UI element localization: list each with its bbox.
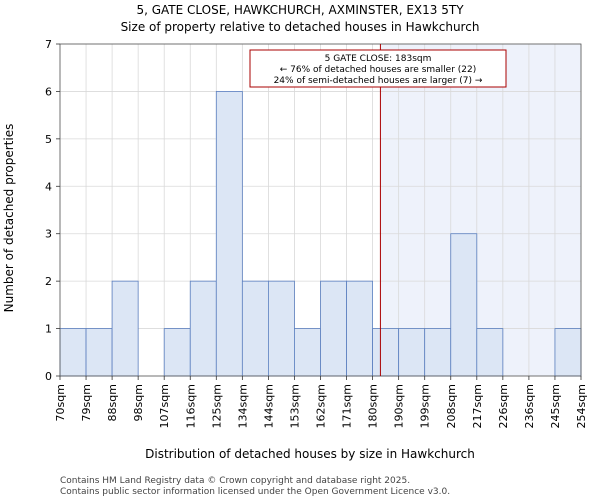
larger-region-shade	[380, 44, 581, 376]
annotation-line-3: 24% of semi-detached houses are larger (…	[274, 76, 483, 86]
bar	[294, 328, 321, 377]
bar	[59, 328, 87, 377]
bar	[85, 328, 113, 377]
x-tick-label: 236sqm	[523, 384, 536, 428]
x-tick-label: 190sqm	[393, 384, 406, 428]
bar	[346, 280, 373, 377]
x-tick-label: 226sqm	[497, 384, 510, 428]
y-tick-label: 2	[45, 275, 52, 288]
x-tick-label: 199sqm	[419, 384, 432, 428]
annotation-line-2: ← 76% of detached houses are smaller (22…	[280, 65, 477, 75]
annotation-frame	[249, 49, 507, 88]
bar	[320, 280, 347, 377]
y-tick-label: 5	[45, 133, 52, 146]
x-tick-label: 217sqm	[471, 384, 484, 428]
bar	[111, 280, 139, 377]
x-axis-label: Distribution of detached houses by size …	[145, 447, 475, 461]
y-tick-label: 6	[45, 85, 52, 98]
chart-title: 5, GATE CLOSE, HAWKCHURCH, AXMINSTER, EX…	[136, 3, 464, 17]
y-tick-label: 0	[45, 370, 52, 383]
bar	[267, 280, 295, 377]
x-tick-label: 79sqm	[80, 384, 93, 421]
x-tick-label: 125sqm	[210, 384, 223, 428]
x-tick-label: 208sqm	[445, 384, 458, 428]
bar	[241, 280, 269, 377]
x-tick-label: 162sqm	[315, 384, 328, 428]
bar	[476, 328, 504, 377]
x-tick-label: 245sqm	[549, 384, 562, 428]
x-tick-label: 134sqm	[236, 384, 249, 428]
x-tick-label: 88sqm	[106, 384, 119, 421]
bar	[398, 328, 426, 377]
x-tick-label: 254sqm	[575, 384, 588, 428]
annotation-line-1: 5 GATE CLOSE: 183sqm	[325, 54, 432, 64]
x-tick-label: 171sqm	[341, 384, 354, 428]
bar	[189, 280, 217, 377]
y-axis-label: Number of detached properties	[2, 124, 16, 313]
bar	[554, 328, 582, 377]
x-tick-label: 98sqm	[132, 384, 145, 421]
x-tick-label: 70sqm	[54, 384, 67, 421]
y-tick-label: 7	[45, 38, 52, 51]
y-tick-label: 1	[45, 323, 52, 336]
bar	[163, 328, 191, 377]
x-tick-label: 107sqm	[158, 384, 171, 428]
bar	[450, 233, 478, 377]
footer-line-2: Contains public sector information licen…	[60, 487, 450, 497]
x-tick-label: 180sqm	[367, 384, 380, 428]
footer-line-1: Contains HM Land Registry data © Crown c…	[60, 476, 410, 486]
annotation-box: 5 GATE CLOSE: 183sqm ← 76% of detached h…	[249, 49, 507, 88]
bar	[215, 91, 243, 377]
x-tick-label: 153sqm	[288, 384, 301, 428]
bar	[372, 328, 400, 377]
bar	[424, 328, 452, 377]
x-tick-label: 144sqm	[262, 384, 275, 428]
y-tick-label: 4	[45, 180, 52, 193]
y-tick-label: 3	[45, 228, 52, 241]
x-tick-label: 116sqm	[184, 384, 197, 428]
chart-subtitle: Size of property relative to detached ho…	[121, 20, 480, 34]
